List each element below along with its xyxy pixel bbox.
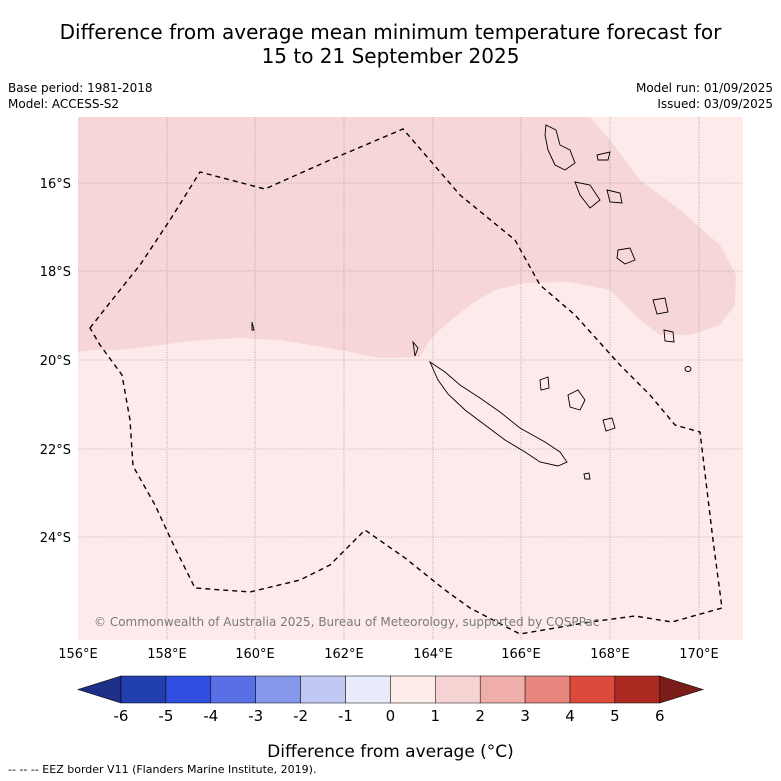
lon-axis-labels: 156°E 158°E 160°E 162°E 164°E 166°E 168°E 170°E (58, 647, 719, 662)
lon-label: 164°E (413, 647, 453, 662)
colorbar-ticks: -6 -5 -4 -3 -2 -1 0 1 2 3 4 5 6 (114, 707, 665, 725)
meta-right: Model run: 01/09/2025 Issued: 03/09/2025 (636, 80, 773, 112)
lon-label: 160°E (235, 647, 275, 662)
colorbar-tick-label: -1 (338, 707, 353, 725)
issued-date: Issued: 03/09/2025 (657, 97, 773, 111)
lat-label: 16°S (40, 177, 71, 192)
island-vanuatu-8 (684, 366, 692, 372)
title-line-2: 15 to 21 September 2025 (261, 44, 520, 68)
colorbar-segment (614, 675, 661, 704)
eez-legend-footer: -- -- -- EEZ border V11 (Flanders Marine… (8, 763, 317, 776)
colorbar-segment (210, 675, 256, 704)
colorbar-extend-low (76, 675, 122, 704)
island-loyalty-3 (602, 417, 616, 432)
lat-label: 18°S (40, 265, 71, 280)
island-vanuatu-4 (606, 189, 623, 204)
colorbar (76, 675, 705, 704)
meta-left: Base period: 1981-2018 Model: ACCESS-S2 (8, 80, 153, 112)
colorbar-tick-label: -3 (248, 707, 263, 725)
colorbar-tick-label: 4 (565, 707, 575, 725)
colorbar-segment (479, 675, 526, 704)
title-line-1: Difference from average mean minimum tem… (59, 20, 722, 44)
lon-label: 168°E (590, 647, 630, 662)
colorbar-extend-high (659, 675, 705, 704)
island-loyalty-2 (539, 376, 550, 391)
map-gridlines (78, 117, 743, 640)
colorbar-segment (569, 675, 616, 704)
colorbar-segment (120, 675, 167, 704)
colorbar-segment (524, 675, 571, 704)
colorbar-label: Difference from average (°C) (267, 742, 514, 762)
lon-label: 156°E (58, 647, 98, 662)
island-new-caledonia (428, 360, 568, 467)
colorbar-tick-label: 6 (655, 707, 665, 725)
lon-label: 162°E (324, 647, 364, 662)
colorbar-segment (390, 675, 436, 704)
colorbar-tick-label: 5 (610, 707, 620, 725)
lon-label: 170°E (679, 647, 719, 662)
colorbar-tick-label: -5 (158, 707, 173, 725)
lat-label: 22°S (40, 443, 71, 458)
map-title: Difference from average mean minimum tem… (0, 20, 781, 68)
lat-axis-labels: 16°S 18°S 20°S 22°S 24°S (40, 177, 71, 546)
colorbar-segment (435, 675, 481, 704)
colorbar-tick-label: 1 (431, 707, 441, 725)
lat-label: 20°S (40, 354, 71, 369)
colorbar-tick-label: 3 (520, 707, 530, 725)
island-vanuatu-2 (596, 151, 611, 161)
colorbar-tick-label: -4 (203, 707, 218, 725)
map-area: © Commonwealth of Australia 2025, Bureau… (78, 117, 743, 640)
copyright-text: © Commonwealth of Australia 2025, Bureau… (94, 615, 599, 629)
colorbar-segment (345, 675, 391, 704)
island-vanuatu-north (544, 124, 576, 171)
colorbar-tick-label: 0 (386, 707, 396, 725)
colorbar-segment (300, 675, 346, 704)
island-surprise (412, 340, 419, 357)
model-name: Model: ACCESS-S2 (8, 97, 120, 111)
colorbar-tick-label: -2 (293, 707, 308, 725)
island-vanuatu-5 (616, 247, 636, 265)
base-period: Base period: 1981-2018 (8, 81, 153, 95)
anomaly-region-medium (78, 117, 736, 358)
lat-label: 24°S (40, 531, 71, 546)
island-isle-of-pines (583, 472, 591, 480)
island-loyalty-1 (567, 389, 586, 411)
colorbar-tick-label: -6 (114, 707, 129, 725)
colorbar-tick-label: 2 (475, 707, 485, 725)
lon-label: 166°E (501, 647, 541, 662)
island-vanuatu-3 (574, 181, 601, 209)
island-chesterfield (251, 321, 255, 331)
lon-label: 158°E (147, 647, 187, 662)
colorbar-segment (165, 675, 212, 704)
colorbar-segment (255, 675, 301, 704)
island-vanuatu-7 (663, 329, 675, 343)
island-vanuatu-6 (652, 297, 669, 315)
model-run: Model run: 01/09/2025 (635, 81, 773, 95)
